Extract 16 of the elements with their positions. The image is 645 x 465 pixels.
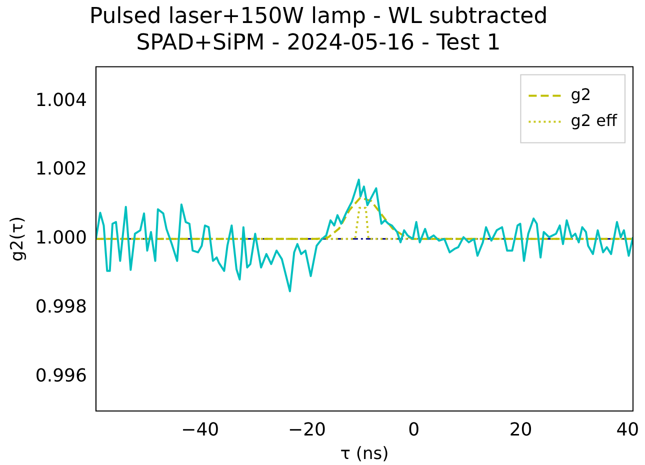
y-tick-label: 1.000 [35, 228, 87, 249]
legend-label: g2 eff [570, 110, 618, 130]
line-series [96, 196, 633, 240]
x-tick-label: 0 [408, 419, 420, 440]
y-tick-label: 0.998 [35, 296, 87, 318]
y-axis-title: g2(τ) [8, 216, 28, 262]
y-tick-label: 1.002 [35, 158, 87, 180]
x-tick-label: −40 [181, 419, 220, 440]
y-tick-label: 1.004 [35, 90, 87, 111]
x-tick-label: 40 [616, 419, 640, 440]
x-tick-label: 20 [509, 419, 532, 440]
y-tick-label: 0.996 [35, 365, 87, 386]
chart-title: Pulsed laser+150W lamp - WL subtracted SPAD+SiPM - 2024-05-16 - Test 1 [89, 4, 548, 56]
x-axis-title: τ (ns) [340, 444, 389, 464]
x-tick-label: −20 [288, 419, 326, 440]
legend-label: g2 [570, 84, 592, 104]
